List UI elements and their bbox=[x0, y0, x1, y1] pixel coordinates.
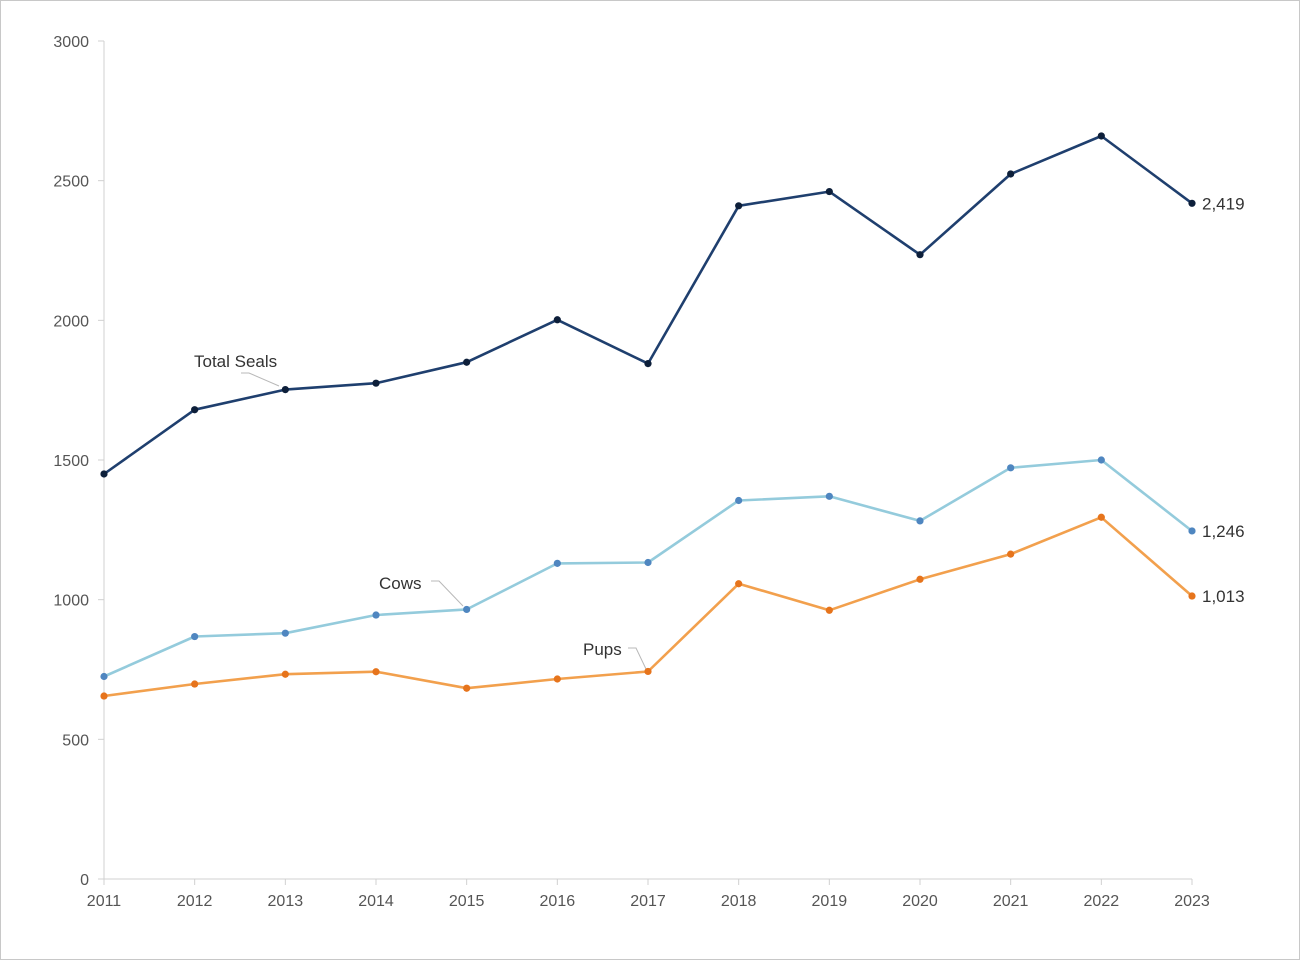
data-point-pups bbox=[916, 575, 924, 583]
data-point-pups bbox=[1097, 513, 1105, 521]
leader-line-pups bbox=[628, 647, 647, 670]
x-tick-label: 2014 bbox=[358, 893, 394, 910]
series-label-total-seals: Total Seals bbox=[194, 352, 277, 371]
y-tick-label: 3000 bbox=[53, 34, 89, 51]
data-point-cows bbox=[191, 632, 199, 641]
data-point-pups bbox=[372, 668, 380, 676]
data-point-total-seals bbox=[281, 386, 289, 394]
x-tick-label: 2016 bbox=[540, 893, 576, 910]
data-point-total-seals bbox=[825, 187, 833, 196]
x-tick-label: 2019 bbox=[812, 893, 848, 910]
end-value-label-cows: 1,246 bbox=[1202, 522, 1245, 541]
data-point-total-seals bbox=[372, 379, 380, 387]
data-point-pups bbox=[1007, 550, 1015, 558]
x-tick-group: 2011 2012 2013 2014 2015 2016 2017 2018 2019 2020… bbox=[87, 879, 1210, 910]
x-tick-label: 2022 bbox=[1084, 893, 1120, 910]
x-tick-label: 2023 bbox=[1174, 893, 1210, 910]
series-group bbox=[100, 132, 1196, 700]
data-point-cows bbox=[100, 672, 108, 681]
end-value-label-pups: 1,013 bbox=[1202, 587, 1245, 606]
y-tick-label: 0 bbox=[80, 872, 89, 889]
data-point-cows bbox=[735, 496, 743, 505]
end-value-label-total-seals: 2,419 bbox=[1202, 194, 1245, 213]
series-line-total-seals bbox=[103, 134, 1193, 476]
data-point-cows bbox=[825, 492, 833, 500]
data-point-cows bbox=[1188, 527, 1196, 535]
x-tick-label: 2015 bbox=[449, 893, 485, 910]
data-point-total-seals bbox=[1188, 199, 1196, 207]
y-tick-group: 0 500 1000 1500 2000 2500 3000 bbox=[53, 34, 104, 889]
data-point-total-seals bbox=[1007, 170, 1015, 178]
x-tick-label: 2018 bbox=[721, 893, 757, 910]
data-point-pups bbox=[825, 606, 833, 614]
data-point-total-seals bbox=[553, 316, 561, 324]
x-tick-label: 2013 bbox=[268, 893, 304, 910]
y-tick-label: 1000 bbox=[53, 593, 89, 610]
data-point-total-seals bbox=[1097, 132, 1105, 140]
x-tick-label: 2011 bbox=[87, 893, 122, 910]
data-point-cows bbox=[463, 605, 471, 614]
data-point-cows bbox=[372, 611, 380, 619]
data-point-pups bbox=[191, 680, 199, 688]
leader-line-total-seals bbox=[241, 372, 280, 387]
data-point-pups bbox=[735, 580, 743, 588]
data-point-total-seals bbox=[463, 358, 471, 366]
y-tick-label: 500 bbox=[62, 732, 89, 749]
data-point-total-seals bbox=[735, 202, 743, 210]
y-tick-label: 1500 bbox=[53, 453, 89, 470]
data-point-total-seals bbox=[916, 251, 924, 259]
leader-line-cows bbox=[431, 580, 464, 607]
x-tick-label: 2020 bbox=[902, 893, 938, 910]
data-point-pups bbox=[644, 667, 652, 676]
series-label-group: 2,419 1,246 1,013 Total Seals Cows Pups bbox=[194, 194, 1245, 659]
data-point-total-seals bbox=[100, 470, 108, 478]
data-point-cows bbox=[281, 629, 289, 637]
data-point-cows bbox=[916, 517, 924, 525]
series-line-cows bbox=[103, 458, 1193, 678]
x-tick-label: 2012 bbox=[177, 893, 213, 910]
data-point-pups bbox=[1188, 592, 1196, 600]
data-point-cows bbox=[644, 558, 652, 567]
data-point-pups bbox=[553, 675, 561, 683]
data-point-pups bbox=[281, 670, 289, 678]
y-tick-label: 2000 bbox=[53, 313, 89, 330]
data-point-total-seals bbox=[644, 360, 652, 368]
series-label-pups: Pups bbox=[583, 640, 622, 659]
x-tick-label: 2017 bbox=[630, 893, 666, 910]
data-point-cows bbox=[553, 559, 561, 567]
data-point-cows bbox=[1097, 456, 1105, 464]
data-point-pups bbox=[100, 692, 108, 700]
x-tick-label: 2021 bbox=[993, 893, 1029, 910]
data-point-total-seals bbox=[191, 406, 199, 414]
leader-lines bbox=[241, 372, 647, 670]
data-point-pups bbox=[463, 684, 471, 692]
data-point-cows bbox=[1007, 464, 1015, 472]
y-tick-label: 2500 bbox=[53, 174, 89, 191]
series-label-cows: Cows bbox=[379, 574, 422, 593]
